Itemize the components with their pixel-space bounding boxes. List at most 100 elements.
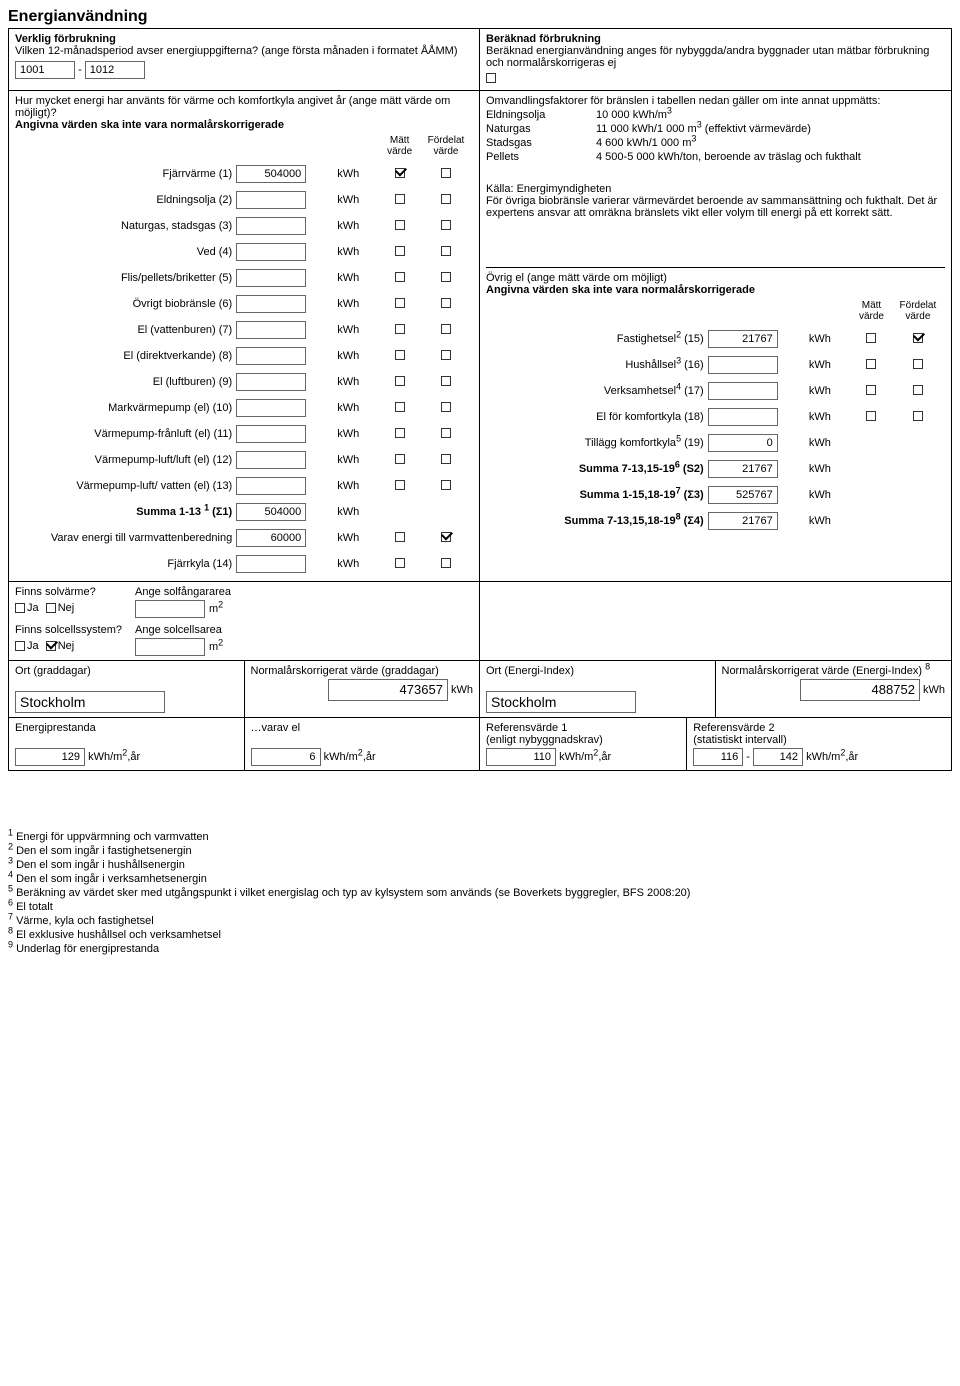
page-title: Energianvändning (8, 8, 952, 26)
varav-value[interactable]: 60000 (236, 529, 306, 547)
row-ford[interactable] (441, 454, 451, 464)
usage-question: Hur mycket energi har använts för värme … (15, 95, 473, 119)
row-matt[interactable] (395, 428, 405, 438)
row-value[interactable] (708, 356, 778, 374)
row-matt[interactable] (395, 298, 405, 308)
energy-right-table: Mättvärde Fördelatvärde Fastighetsel2 (1… (486, 296, 945, 534)
row-value[interactable] (236, 477, 306, 495)
row-matt[interactable] (395, 350, 405, 360)
row-label: Naturgas, stadsgas (3) (15, 213, 234, 239)
row-value[interactable] (236, 217, 306, 235)
solc-q: Finns solcellssystem? (15, 624, 135, 636)
ort-grad-value[interactable]: Stockholm (15, 691, 165, 713)
footnote: 5 Beräkning av värdet sker med utgångspu… (8, 887, 952, 899)
row-matt[interactable] (395, 168, 405, 178)
row-ford[interactable] (441, 350, 451, 360)
row-value[interactable] (708, 408, 778, 426)
row-label: Eldningsolja (2) (15, 187, 234, 213)
row-label: Verksamhetsel4 (17) (486, 378, 706, 404)
row-ford[interactable] (441, 402, 451, 412)
solc-ja[interactable] (15, 641, 25, 651)
fjarrkyla-ford[interactable] (441, 558, 451, 568)
row-ford[interactable] (441, 194, 451, 204)
ref1-value: 110 (486, 748, 556, 766)
conv-row: Eldningsolja10 000 kWh/m3 (486, 109, 945, 121)
row-matt[interactable] (395, 402, 405, 412)
row-matt[interactable] (866, 359, 876, 369)
fjarrkyla-label: Fjärrkyla (14) (15, 551, 234, 577)
row-value[interactable] (236, 451, 306, 469)
footnote: 3 Den el som ingår i hushållsenergin (8, 859, 952, 871)
ort-grad-label: Ort (graddagar) (15, 665, 238, 677)
row-ford[interactable] (913, 359, 923, 369)
row-ford[interactable] (441, 168, 451, 178)
row-ford[interactable] (441, 428, 451, 438)
row-label: Ved (4) (15, 239, 234, 265)
row-value[interactable] (236, 243, 306, 261)
solv-nej[interactable] (46, 603, 56, 613)
row-label: Fastighetsel2 (15) (486, 326, 706, 352)
ref1-label: Referensvärde 1 (486, 722, 680, 734)
row-ford[interactable] (913, 411, 923, 421)
row-matt[interactable] (395, 480, 405, 490)
ref2-sub: (statistiskt intervall) (693, 734, 945, 746)
beraknad-text: Beräknad energianvändning anges för nyby… (486, 45, 945, 69)
row-ford[interactable] (913, 333, 923, 343)
row-matt[interactable] (866, 411, 876, 421)
conv-row: Pellets4 500-5 000 kWh/ton, beroende av … (486, 151, 945, 163)
solc-nej[interactable] (46, 641, 56, 651)
row-ford[interactable] (441, 376, 451, 386)
row-value[interactable]: 504000 (236, 165, 306, 183)
row-matt[interactable] (395, 194, 405, 204)
row-value[interactable] (236, 191, 306, 209)
period-to[interactable]: 1012 (85, 61, 145, 79)
period-question: Vilken 12-månadsperiod avser energiuppgi… (15, 45, 473, 57)
row-value[interactable] (236, 269, 306, 287)
row-value[interactable] (236, 347, 306, 365)
row-matt[interactable] (395, 272, 405, 282)
solv-area[interactable] (135, 600, 205, 618)
norm-grad-value: 473657 (328, 679, 448, 701)
row-value[interactable] (236, 425, 306, 443)
row-matt[interactable] (395, 454, 405, 464)
row-value[interactable] (236, 321, 306, 339)
fjarrkyla-value[interactable] (236, 555, 306, 573)
beraknad-heading: Beräknad förbrukning (486, 33, 945, 45)
ovrig-note: Angivna värden ska inte vara normalårsko… (486, 284, 945, 296)
varav-ford[interactable] (441, 532, 451, 542)
row-ford[interactable] (441, 246, 451, 256)
period-from[interactable]: 1001 (15, 61, 75, 79)
row-matt[interactable] (866, 385, 876, 395)
ve-label: …varav el (251, 722, 474, 734)
row-matt[interactable] (395, 220, 405, 230)
row-value[interactable]: 21767 (708, 330, 778, 348)
row-label: El (vattenburen) (7) (15, 317, 234, 343)
ep-value: 129 (15, 748, 85, 766)
conv-title: Omvandlingsfaktorer för bränslen i tabel… (486, 95, 945, 107)
beraknad-checkbox[interactable] (486, 73, 496, 83)
norm-ei-value: 488752 (800, 679, 920, 701)
row-value[interactable] (236, 295, 306, 313)
row-matt[interactable] (395, 376, 405, 386)
varav-matt[interactable] (395, 532, 405, 542)
row-matt[interactable] (395, 246, 405, 256)
row-value[interactable] (236, 373, 306, 391)
row-matt[interactable] (395, 324, 405, 334)
solc-area[interactable] (135, 638, 205, 656)
solv-ja[interactable] (15, 603, 25, 613)
row-value[interactable] (708, 382, 778, 400)
row-ford[interactable] (441, 480, 451, 490)
row-matt[interactable] (866, 333, 876, 343)
ovrig-title: Övrig el (ange mätt värde om möjligt) (486, 272, 945, 284)
row-value[interactable] (236, 399, 306, 417)
row-ford[interactable] (441, 298, 451, 308)
row-ford[interactable] (441, 272, 451, 282)
s4-value: 21767 (708, 512, 778, 530)
tillagg-value: 0 (708, 434, 778, 452)
ort-ei-value[interactable]: Stockholm (486, 691, 636, 713)
fjarrkyla-matt[interactable] (395, 558, 405, 568)
row-ford[interactable] (441, 220, 451, 230)
row-ford[interactable] (441, 324, 451, 334)
verklig-heading: Verklig förbrukning (15, 33, 473, 45)
row-ford[interactable] (913, 385, 923, 395)
